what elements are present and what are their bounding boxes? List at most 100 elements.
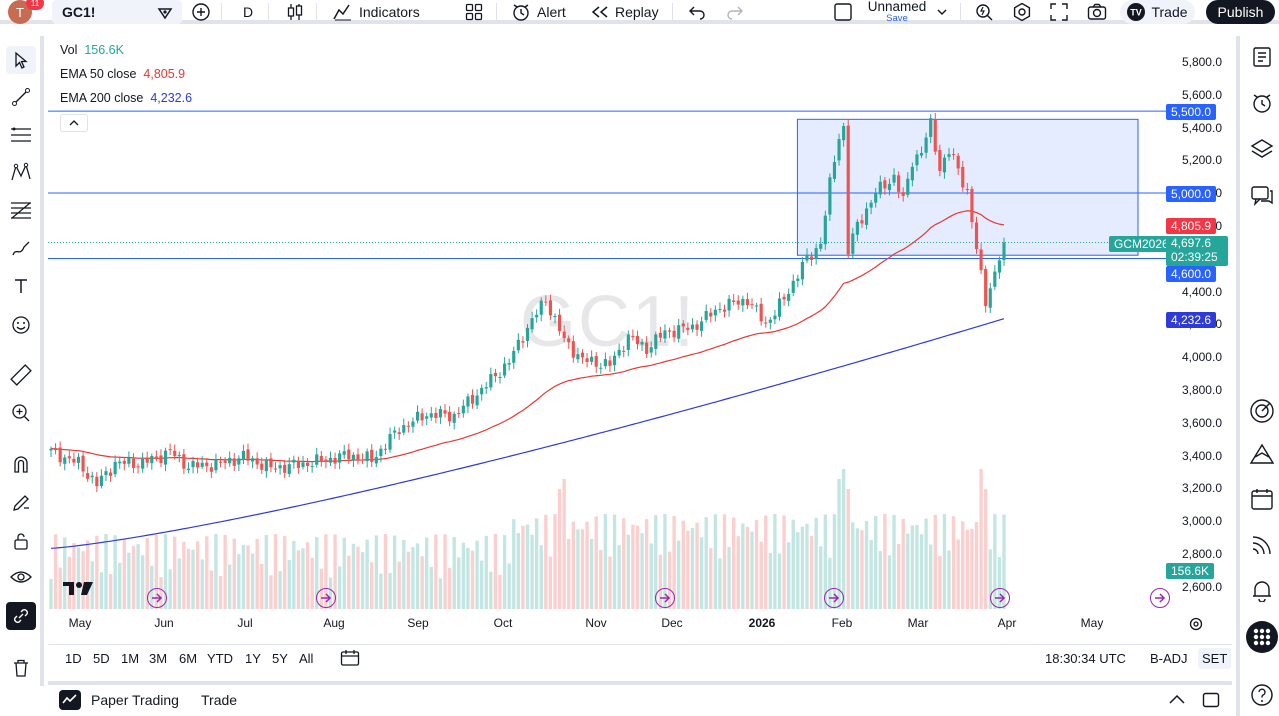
fib-icon[interactable]	[6, 196, 36, 224]
volume-bar	[347, 555, 351, 609]
ruler-icon[interactable]	[6, 361, 36, 389]
pattern-icon[interactable]	[6, 158, 36, 186]
cursor-icon[interactable]	[6, 46, 36, 74]
layers-icon[interactable]	[1246, 134, 1278, 164]
trend-line-icon[interactable]	[6, 83, 36, 111]
emoji-icon[interactable]	[6, 311, 36, 339]
chevron-down-icon[interactable]	[936, 0, 948, 24]
fullscreen-icon[interactable]	[1050, 0, 1068, 24]
alert-button[interactable]: Alert	[511, 0, 566, 24]
volume-bar	[548, 556, 553, 609]
link-icon[interactable]	[6, 602, 36, 630]
timeframe-button[interactable]: 5Y	[272, 651, 288, 666]
back-adjust-toggle[interactable]: B-ADJ	[1150, 651, 1188, 666]
maximize-panel-icon[interactable]	[1202, 692, 1220, 711]
candle-body	[356, 454, 360, 460]
camera-icon[interactable]	[1087, 0, 1107, 24]
event-marker-icon[interactable]	[147, 588, 167, 608]
candle-body	[704, 311, 708, 320]
horizontal-lines-icon[interactable]	[6, 121, 36, 149]
redo-icon[interactable]	[726, 0, 744, 24]
timeframe-button[interactable]: 1D	[65, 651, 82, 666]
candle-body	[429, 413, 433, 418]
alerts-clock-icon[interactable]	[1246, 88, 1278, 118]
templates-icon[interactable]	[465, 0, 483, 24]
right-sidebar	[1236, 36, 1279, 716]
publish-button[interactable]: Publish	[1206, 0, 1275, 24]
volume-bar	[617, 545, 621, 609]
event-marker-icon[interactable]	[824, 588, 844, 608]
calendar-icon[interactable]	[1246, 484, 1278, 514]
ema200-legend[interactable]: EMA 200 close 4,232.6	[60, 91, 192, 105]
candle-type-icon[interactable]	[286, 0, 304, 24]
layout-name[interactable]: Unnamed Save	[864, 0, 930, 24]
brush-icon[interactable]	[6, 235, 36, 263]
volume-bar	[644, 519, 649, 609]
paper-trading-tab[interactable]: Paper Trading	[91, 692, 179, 708]
symbol-search[interactable]: GC1!	[52, 0, 182, 24]
event-marker-icon[interactable]	[316, 588, 336, 608]
notifications-bell-icon[interactable]	[1246, 575, 1278, 605]
quick-search-icon[interactable]	[974, 0, 994, 24]
trade-tab[interactable]: Trade	[201, 692, 238, 708]
watchlist-icon[interactable]	[1246, 42, 1278, 72]
utc-clock[interactable]: 18:30:34 UTC	[1045, 651, 1126, 666]
volume-bar	[113, 535, 117, 609]
candle-body	[612, 355, 617, 366]
candle-body	[72, 458, 76, 463]
apps-grid-icon[interactable]	[1246, 621, 1278, 653]
eye-icon[interactable]	[6, 563, 36, 591]
event-marker-icon[interactable]	[655, 588, 675, 608]
volume-bar	[173, 536, 177, 609]
text-icon[interactable]	[6, 272, 36, 300]
layout-square-icon[interactable]	[833, 0, 853, 24]
volume-bar	[699, 537, 704, 609]
candle-body	[750, 304, 754, 306]
lock-drawing-icon[interactable]	[6, 489, 36, 517]
timeframe-button[interactable]: 5D	[93, 651, 110, 666]
timeframe-button[interactable]: 3M	[149, 651, 168, 666]
timeframe-button[interactable]: YTD	[207, 651, 233, 666]
collapse-legend-button[interactable]	[60, 114, 88, 132]
trash-icon[interactable]	[6, 654, 36, 682]
timeframe-button[interactable]: 1M	[121, 651, 140, 666]
add-symbol-icon[interactable]	[191, 0, 211, 24]
volume-legend[interactable]: Vol 156.6K	[60, 43, 124, 57]
interval-button[interactable]: D	[243, 4, 254, 20]
candle-body	[438, 408, 443, 418]
symbol-type-icon[interactable]	[156, 0, 174, 24]
help-icon[interactable]	[1246, 680, 1278, 710]
timeframe-button[interactable]: All	[299, 651, 314, 666]
trade-button[interactable]: TV Trade	[1120, 0, 1195, 24]
target-icon[interactable]	[1246, 396, 1278, 426]
volume-bar	[997, 557, 1002, 609]
event-marker-icon[interactable]	[990, 588, 1010, 608]
time-axis-label: Jun	[154, 616, 174, 630]
indicators-button[interactable]: Indicators	[333, 0, 420, 24]
broadcast-icon[interactable]	[1246, 530, 1278, 560]
candle-body	[860, 220, 864, 224]
magnet-icon[interactable]	[6, 450, 36, 478]
volume-bar	[90, 561, 94, 609]
price-chart[interactable]	[48, 36, 1232, 640]
timeframe-button[interactable]: 6M	[179, 651, 198, 666]
volume-bar	[599, 549, 603, 609]
event-marker-icon[interactable]	[1150, 588, 1170, 608]
replay-button[interactable]: Replay	[591, 0, 659, 24]
candle-body	[182, 454, 186, 469]
timeframe-button[interactable]: 1Y	[245, 651, 261, 666]
candle-body	[741, 298, 745, 306]
settings-gear-icon[interactable]	[1012, 0, 1032, 24]
date-range-icon[interactable]	[340, 649, 360, 670]
lock-icon[interactable]	[6, 527, 36, 555]
undo-icon[interactable]	[688, 0, 706, 24]
chat-icon[interactable]	[1246, 181, 1278, 211]
chart-area[interactable]: Vol 156.6K EMA 50 close 4,805.9 EMA 200 …	[48, 36, 1232, 640]
chevron-up-icon[interactable]	[1168, 693, 1186, 708]
ema50-legend[interactable]: EMA 50 close 4,805.9	[60, 67, 185, 81]
chart-settings-gear-icon[interactable]	[1188, 616, 1204, 635]
candle-body	[645, 342, 649, 354]
session-toggle[interactable]: SET	[1198, 648, 1232, 669]
ideas-icon[interactable]	[1246, 440, 1278, 470]
zoom-in-icon[interactable]	[6, 399, 36, 427]
